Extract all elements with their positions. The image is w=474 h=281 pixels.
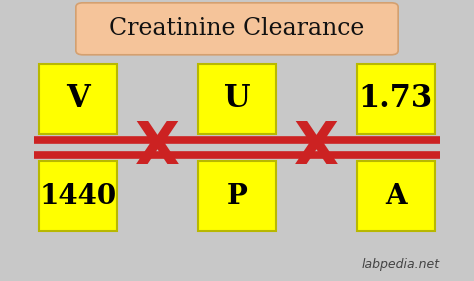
- FancyBboxPatch shape: [356, 161, 435, 231]
- FancyBboxPatch shape: [76, 3, 398, 55]
- Text: 1.73: 1.73: [359, 83, 433, 114]
- Text: U: U: [224, 83, 250, 114]
- FancyBboxPatch shape: [198, 64, 276, 134]
- FancyBboxPatch shape: [39, 64, 117, 134]
- Text: V: V: [66, 83, 90, 114]
- Text: P: P: [227, 183, 247, 210]
- Text: X: X: [294, 119, 338, 176]
- Text: labpedia.net: labpedia.net: [362, 258, 439, 271]
- FancyBboxPatch shape: [356, 64, 435, 134]
- FancyBboxPatch shape: [198, 161, 276, 231]
- FancyBboxPatch shape: [39, 161, 117, 231]
- Text: X: X: [136, 119, 180, 176]
- Text: A: A: [385, 183, 407, 210]
- Text: 1440: 1440: [40, 183, 117, 210]
- Text: Creatinine Clearance: Creatinine Clearance: [109, 17, 365, 40]
